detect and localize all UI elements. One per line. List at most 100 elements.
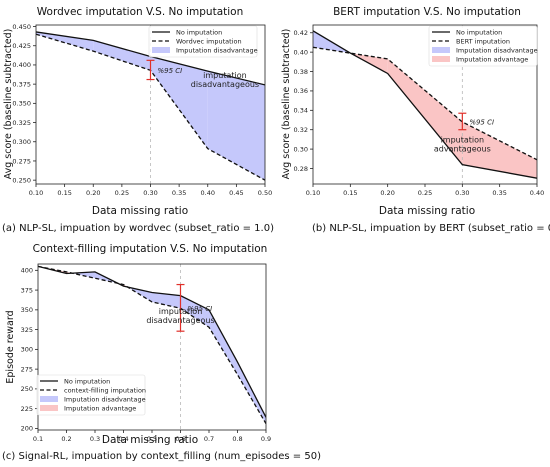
y-tick-label: 0.32 <box>294 126 308 134</box>
x-tick-label: 0.15 <box>57 189 71 197</box>
legend-box <box>428 25 538 67</box>
advantage-region <box>462 121 537 179</box>
legend-fill-swatch <box>40 405 58 411</box>
y-tick-label: 0.375 <box>12 80 31 88</box>
legend-label: Imputation advantage <box>456 56 528 64</box>
legend-label: context-filling imputation <box>64 387 146 395</box>
x-tick-label: 0.3 <box>90 435 100 443</box>
legend-fill-swatch <box>40 396 58 402</box>
y-tick-label: 0.250 <box>12 176 31 184</box>
annotation-text: disadvantageous <box>191 80 259 89</box>
y-tick-label: 0.38 <box>294 68 308 76</box>
annotation-text: disadvantageous <box>146 316 214 325</box>
y-tick-label: 275 <box>21 365 33 373</box>
y-tick-label: 0.275 <box>12 157 31 165</box>
x-tick-label: 0.4 <box>118 435 128 443</box>
y-tick-label: 0.350 <box>12 100 31 108</box>
y-tick-label: 400 <box>21 267 33 275</box>
series-line-no-imputation <box>313 30 537 179</box>
y-tick-label: 300 <box>21 346 33 354</box>
legend-label: BERT imputation <box>456 38 510 46</box>
x-tick-label: 0.20 <box>380 189 394 197</box>
series-line-no-imputation <box>38 265 266 418</box>
y-tick-label: 0.425 <box>12 42 31 50</box>
legend-fill-swatch <box>432 56 450 62</box>
annotation-text: imputation <box>441 135 485 144</box>
ci-error-bar <box>458 112 467 131</box>
disadvantage-region <box>237 362 266 424</box>
disadvantage-region <box>152 292 181 309</box>
y-tick-label: 250 <box>21 385 33 393</box>
y-tick-label: 0.42 <box>294 29 308 37</box>
legend-label: Imputation disadvantage <box>64 396 146 404</box>
legend-label: Imputation disadvantage <box>456 47 538 55</box>
legend-label: Imputation disadvantage <box>176 47 258 55</box>
series-line-imputation <box>38 265 266 425</box>
y-tick-label: 0.30 <box>294 145 308 153</box>
disadvantage-region <box>209 309 238 375</box>
disadvantage-region <box>36 31 94 52</box>
x-tick-label: 0.15 <box>343 189 357 197</box>
x-tick-label: 0.45 <box>229 189 243 197</box>
x-tick-label: 0.9 <box>261 435 271 443</box>
disadvantage-region <box>180 295 209 328</box>
x-tick-label: 0.35 <box>172 189 186 197</box>
legend-label: No imputation <box>64 378 110 386</box>
x-tick-label: 0.20 <box>86 189 100 197</box>
x-tick-label: 0.40 <box>201 189 215 197</box>
x-axis-label: Data missing ratio <box>92 205 188 217</box>
annotation-text: imputation <box>159 307 203 316</box>
ci-label: %95 CI <box>469 118 494 126</box>
ci-label: %95 CI <box>188 305 213 313</box>
ci-label: %95 CI <box>158 67 183 75</box>
figure-caption: (c) Signal-RL, impuation by context_fill… <box>2 451 321 462</box>
legend-fill-swatch <box>432 47 450 53</box>
legend-label: Imputation advantage <box>64 405 136 413</box>
legend-box <box>148 25 258 58</box>
y-tick-label: 0.28 <box>294 165 308 173</box>
x-tick-label: 0.50 <box>258 189 272 197</box>
x-tick-label: 0.6 <box>175 435 185 443</box>
y-tick-label: 0.36 <box>294 87 308 95</box>
disadvantage-region <box>207 71 265 181</box>
x-axis-label: Data missing ratio <box>379 205 475 217</box>
y-tick-label: 0.40 <box>294 48 308 56</box>
x-tick-label: 0.35 <box>492 189 506 197</box>
legend-box <box>36 374 146 416</box>
x-tick-label: 0.25 <box>418 189 432 197</box>
plot-data <box>38 264 266 430</box>
y-axis-label: Episode reward <box>5 310 16 383</box>
y-tick-label: 0.34 <box>294 107 308 115</box>
x-tick-label: 0.7 <box>204 435 214 443</box>
y-axis-label: Avg score (baseline subtracted) <box>281 29 292 180</box>
x-tick-label: 0.2 <box>61 435 71 443</box>
legend-label: No imputation <box>456 29 502 37</box>
annotation-text: advantageous <box>434 144 491 153</box>
legend-label: No imputation <box>176 29 222 37</box>
x-tick-label: 0.40 <box>530 189 544 197</box>
plot-data <box>313 25 537 184</box>
y-tick-label: 0.400 <box>12 61 31 69</box>
y-tick-label: 0.325 <box>12 119 31 127</box>
chart-title: BERT imputation V.S. No imputation <box>333 6 521 18</box>
ci-error-bar <box>176 283 185 332</box>
x-tick-label: 0.30 <box>455 189 469 197</box>
chart-title: Context-filling imputation V.S. No imput… <box>33 243 268 255</box>
annotation-text: imputation <box>203 71 247 80</box>
x-tick-label: 0.30 <box>143 189 157 197</box>
figure-caption: (a) NLP-SL, impuation by wordvec (subset… <box>2 223 274 234</box>
x-tick-label: 0.10 <box>306 189 320 197</box>
y-axis-label: Avg score (baseline subtracted) <box>3 29 14 180</box>
x-tick-label: 0.10 <box>29 189 43 197</box>
x-tick-label: 0.8 <box>232 435 242 443</box>
disadvantage-region <box>93 40 151 71</box>
y-tick-label: 0.450 <box>12 23 31 31</box>
chart-title: Wordvec imputation V.S. No imputation <box>37 6 244 18</box>
